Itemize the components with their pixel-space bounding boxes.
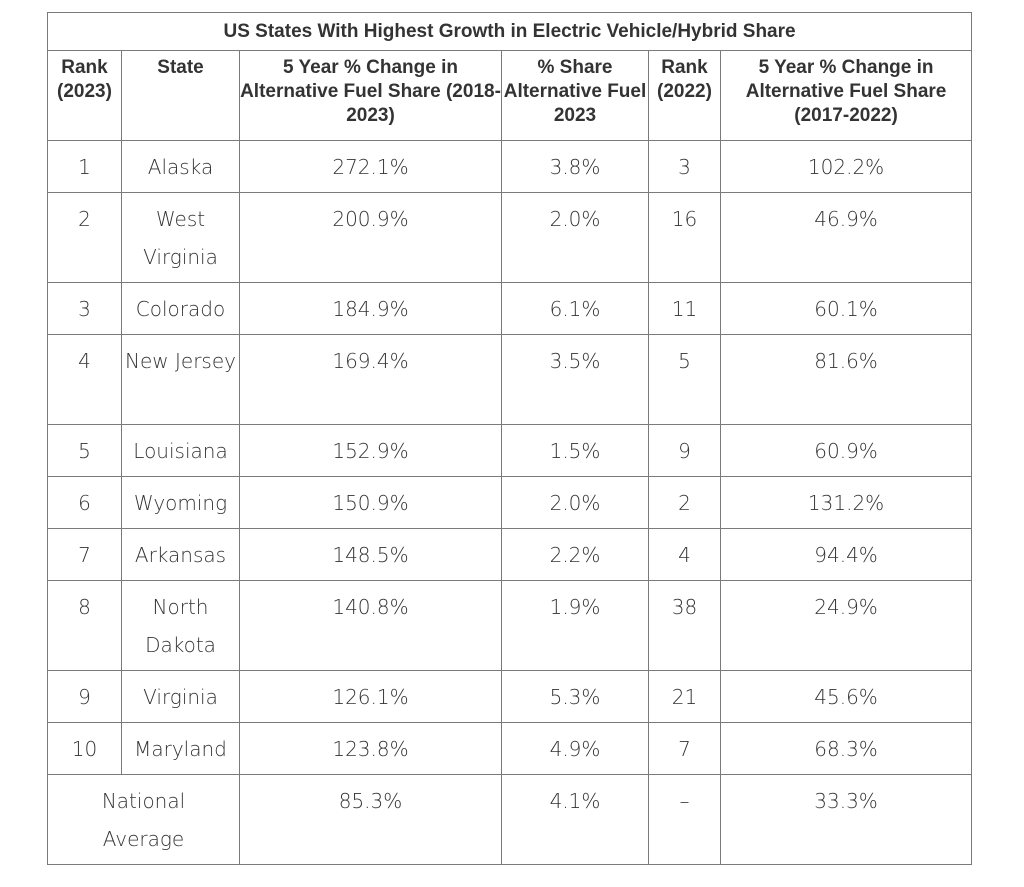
header-state: State <box>121 50 240 141</box>
cell-change-2018-2023: 169.4% <box>239 334 502 425</box>
national-average-label: National Average <box>47 774 240 865</box>
cell-rank-2023: 4 <box>47 334 122 425</box>
cell-state: Virginia <box>121 670 240 723</box>
header-rank-2023: Rank (2023) <box>47 50 122 141</box>
cell-rank-2023: 7 <box>47 528 122 581</box>
cell-state: West Virginia <box>121 192 240 283</box>
cell-change-2018-2023: 272.1% <box>239 140 502 193</box>
cell-state: Alaska <box>121 140 240 193</box>
national-cell: 85.3% <box>239 774 502 865</box>
header-share-2023: % Share Alternative Fuel 2023 <box>501 50 649 141</box>
cell-share-2023: 2.2% <box>501 528 649 581</box>
header-change-2018-2023: 5 Year % Change in Alternative Fuel Shar… <box>239 50 502 141</box>
national-cell: 33.3% <box>719 774 973 865</box>
header-rank-2022: Rank (2022) <box>648 50 721 141</box>
cell-change-2017-2022: 131.2% <box>719 476 973 529</box>
table-row: 9 Virginia 126.1% 5.3% 21 45.6% <box>47 670 973 723</box>
cell-share-2023: 3.8% <box>501 140 649 193</box>
cell-rank-2023: 5 <box>47 424 122 477</box>
cell-state: Arkansas <box>121 528 240 581</box>
cell-change-2018-2023: 148.5% <box>239 528 502 581</box>
cell-rank-2023: 8 <box>47 580 122 671</box>
national-average-row: National Average 85.3% 4.1% –33.3% <box>47 774 973 865</box>
cell-rank-2023: 3 <box>47 282 122 335</box>
cell-rank-2022: 21 <box>648 670 721 723</box>
cell-state: New Jersey <box>121 334 240 425</box>
table-row: 2 West Virginia 200.9% 2.0% 16 46.9% <box>47 192 973 283</box>
cell-change-2017-2022: 94.4% <box>719 528 973 581</box>
cell-change-2017-2022: 24.9% <box>719 580 973 671</box>
cell-change-2018-2023: 152.9% <box>239 424 502 477</box>
cell-share-2023: 2.0% <box>501 476 649 529</box>
cell-rank-2022: 4 <box>648 528 721 581</box>
cell-rank-2022: 38 <box>648 580 721 671</box>
cell-state: Wyoming <box>121 476 240 529</box>
cell-share-2023: 6.1% <box>501 282 649 335</box>
cell-rank-2022: 2 <box>648 476 721 529</box>
national-cell: 4.1% <box>501 774 649 865</box>
cell-change-2018-2023: 123.8% <box>239 722 502 775</box>
cell-change-2017-2022: 46.9% <box>719 192 973 283</box>
cell-change-2018-2023: 184.9% <box>239 282 502 335</box>
cell-rank-2023: 10 <box>47 722 122 775</box>
cell-share-2023: 3.5% <box>501 334 649 425</box>
cell-change-2017-2022: 102.2% <box>719 140 973 193</box>
cell-share-2023: 1.9% <box>501 580 649 671</box>
cell-rank-2022: 11 <box>648 282 721 335</box>
cell-share-2023: 4.9% <box>501 722 649 775</box>
cell-change-2017-2022: 60.9% <box>719 424 973 477</box>
table-title: US States With Highest Growth in Electri… <box>46 12 973 51</box>
cell-change-2017-2022: 68.3% <box>719 722 973 775</box>
cell-share-2023: 1.5% <box>501 424 649 477</box>
cell-change-2018-2023: 126.1% <box>239 670 502 723</box>
cell-share-2023: 5.3% <box>501 670 649 723</box>
national-cell: – <box>648 774 721 865</box>
table-row: 5 Louisiana 152.9% 1.5% 9 60.9% <box>47 424 973 477</box>
cell-state: Maryland <box>121 722 240 775</box>
table-row: 10 Maryland 123.8% 4.9% 7 68.3% <box>47 722 973 775</box>
cell-state: Colorado <box>121 282 240 335</box>
cell-change-2017-2022: 45.6% <box>719 670 973 723</box>
ev-growth-table: US States With Highest Growth in Electri… <box>46 12 973 865</box>
cell-state: North Dakota <box>121 580 240 671</box>
table-row: 6 Wyoming 150.9% 2.0% 2 131.2% <box>47 476 973 529</box>
header-change-2017-2022: 5 Year % Change in Alternative Fuel Shar… <box>719 50 973 141</box>
table-row: 8 North Dakota 140.8% 1.9% 38 24.9% <box>47 580 973 671</box>
cell-change-2017-2022: 81.6% <box>719 334 973 425</box>
header-row: Rank (2023) State 5 Year % Change in Alter… <box>47 50 973 141</box>
cell-change-2018-2023: 150.9% <box>239 476 502 529</box>
cell-rank-2022: 9 <box>648 424 721 477</box>
cell-rank-2023: 6 <box>47 476 122 529</box>
table-row: 7 Arkansas 148.5% 2.2% 4 94.4% <box>47 528 973 581</box>
cell-change-2018-2023: 140.8% <box>239 580 502 671</box>
cell-change-2017-2022: 60.1% <box>719 282 973 335</box>
cell-rank-2023: 9 <box>47 670 122 723</box>
table-row: 3 Colorado 184.9% 6.1% 11 60.1% <box>47 282 973 335</box>
cell-rank-2022: 7 <box>648 722 721 775</box>
table-row: 4 New Jersey 169.4% 3.5% 5 81.6% <box>47 334 973 425</box>
cell-rank-2022: 16 <box>648 192 721 283</box>
cell-state: Louisiana <box>121 424 240 477</box>
cell-rank-2022: 5 <box>648 334 721 425</box>
cell-share-2023: 2.0% <box>501 192 649 283</box>
cell-rank-2023: 1 <box>47 140 122 193</box>
cell-change-2018-2023: 200.9% <box>239 192 502 283</box>
table-row: 1 Alaska 272.1% 3.8% 3 102.2% <box>47 140 973 193</box>
cell-rank-2022: 3 <box>648 140 721 193</box>
cell-rank-2023: 2 <box>47 192 122 283</box>
